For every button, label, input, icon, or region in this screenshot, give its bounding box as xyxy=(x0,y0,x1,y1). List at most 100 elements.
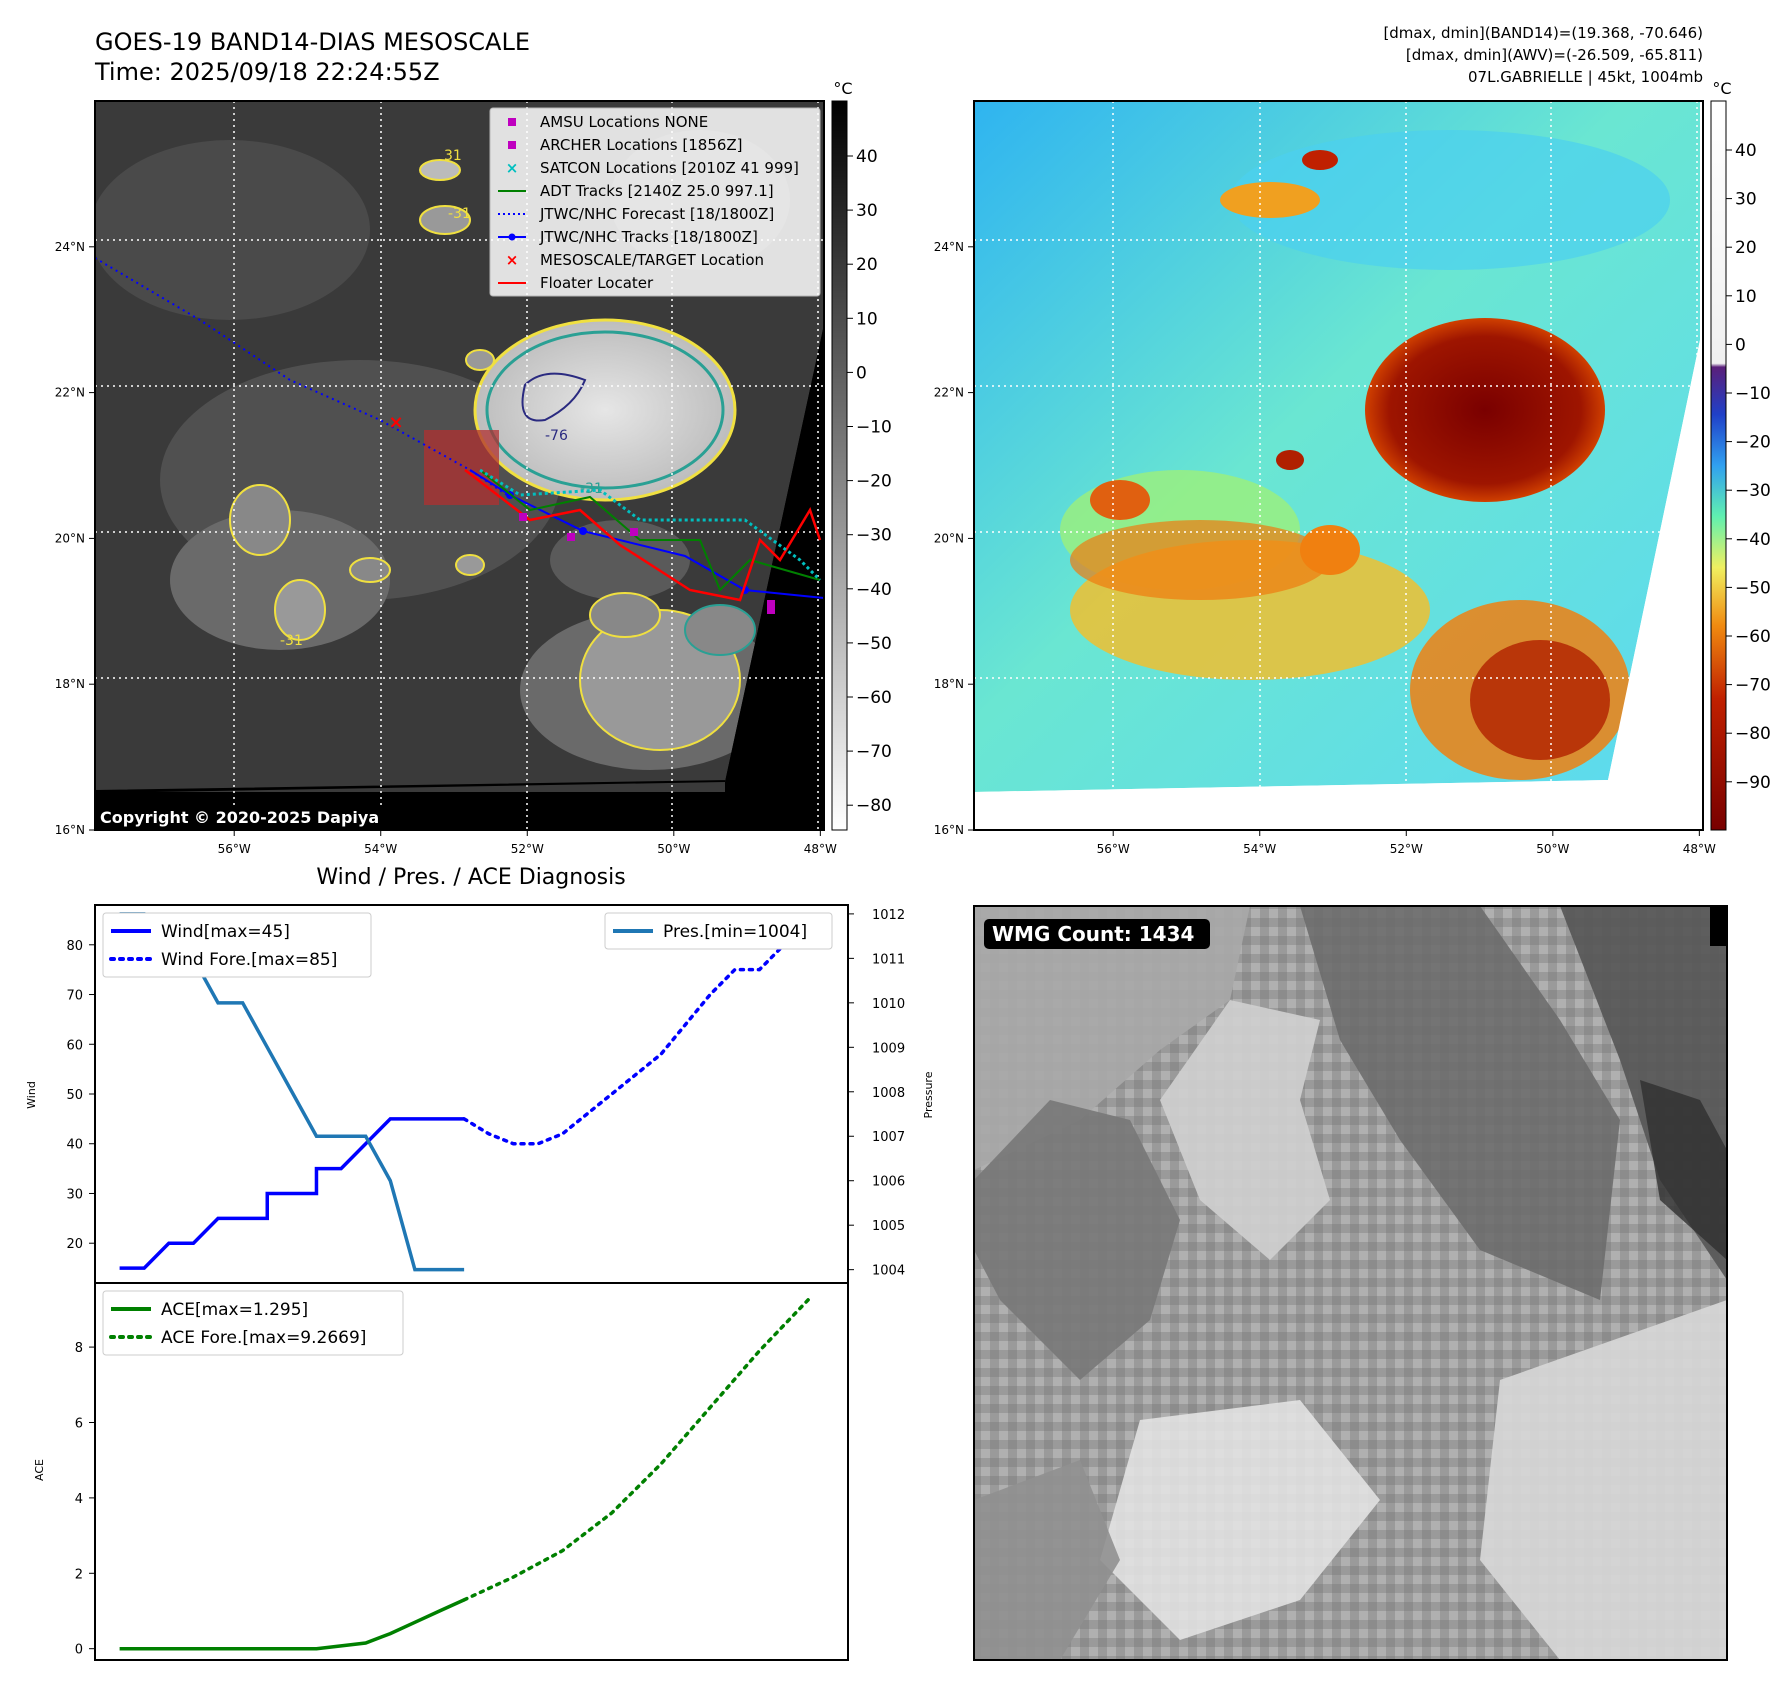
forecast-series-line xyxy=(462,1297,811,1602)
y-tick-label: 8 xyxy=(75,1341,83,1356)
satcon-locations xyxy=(479,468,822,582)
y-tick-label: 70 xyxy=(66,989,83,1004)
y-right-tick-label: 1009 xyxy=(872,1041,905,1056)
y-right-tick-label: 1008 xyxy=(872,1086,905,1101)
lon-tick-label: 56°W xyxy=(1097,842,1130,856)
jtwc-track-point xyxy=(579,527,587,535)
lat-tick-label: 16°N xyxy=(55,823,85,837)
right-colorbar: °C 40 30 20 10 0 −10 −20 −30 −40 −50 −60 −70 −80 −90 xyxy=(1710,79,1771,831)
left-colorbar-tick: −80 xyxy=(856,796,892,816)
right-map-imagery xyxy=(974,101,1703,830)
pressure-axis-label: Pressure xyxy=(922,1071,935,1118)
right-colorbar-tick: −70 xyxy=(1735,676,1771,696)
y-tick-label: 50 xyxy=(66,1088,83,1103)
lat-tick-label: 22°N xyxy=(934,386,964,400)
legend-marker: × xyxy=(506,159,519,177)
lon-tick-label: 50°W xyxy=(1536,842,1569,856)
right-map-gridlines xyxy=(974,101,1703,830)
lat-tick-label: 20°N xyxy=(934,531,964,545)
left-map-tracks: × xyxy=(95,257,824,614)
floater-locater-line xyxy=(464,469,822,602)
y-tick-label: 4 xyxy=(75,1492,83,1507)
y-right-tick-label: 1010 xyxy=(872,997,905,1012)
legend-entry-label: Wind[max=45] xyxy=(161,922,290,942)
y-tick-label: 30 xyxy=(66,1187,83,1202)
archer-location-marker xyxy=(567,533,575,541)
contour-label: 31 xyxy=(444,148,462,164)
left-colorbar-tick: −10 xyxy=(856,418,892,438)
map-axis-labels: 56°W 54°W 52°W 50°W 48°W 24°N 22°N 20°N 18°N 16°N… xyxy=(55,240,1716,856)
legend-entry-label: SATCON Locations [2010Z 41 999] xyxy=(540,159,799,177)
legend-entry-label: Pres.[min=1004] xyxy=(663,922,807,942)
legend-box xyxy=(604,912,833,950)
y-right-tick-label: 1004 xyxy=(872,1264,905,1279)
series-line xyxy=(119,1598,465,1651)
y-tick-label: 2 xyxy=(75,1567,83,1582)
y-tick-label: 20 xyxy=(66,1237,83,1252)
left-colorbar: °C 40 30 20 10 0 −10 −20 −30 −40 −50 −60 −70 −80 xyxy=(831,79,892,831)
legend-entry-label: JTWC/NHC Forecast [18/1800Z] xyxy=(539,205,774,223)
lon-tick-label: 54°W xyxy=(1243,842,1276,856)
right-colorbar-tick: −60 xyxy=(1735,627,1771,647)
y-right-tick-label: 1012 xyxy=(872,908,905,923)
y-right-tick-label: 1005 xyxy=(872,1219,905,1234)
right-colorbar-tick: −80 xyxy=(1735,724,1771,744)
figure-title: GOES-19 BAND14-DIAS MESOSCALE xyxy=(95,28,530,56)
right-colorbar-tick: 0 xyxy=(1735,335,1746,355)
lon-tick-label: 54°W xyxy=(364,842,397,856)
legend-marker xyxy=(508,141,516,149)
right-map-panel xyxy=(973,100,1704,831)
left-colorbar-tick: 0 xyxy=(856,363,867,383)
y-tick-label: 80 xyxy=(66,939,83,954)
left-colorbar-tick: −60 xyxy=(856,688,892,708)
y-tick-label: 40 xyxy=(66,1138,83,1153)
legend-entry-label: AMSU Locations NONE xyxy=(540,113,708,131)
series-line xyxy=(119,1117,465,1270)
lon-tick-label: 52°W xyxy=(1390,842,1423,856)
left-colorbar-tick: −30 xyxy=(856,526,892,546)
y-right-tick-label: 1006 xyxy=(872,1175,905,1190)
left-colorbar-tick: −20 xyxy=(856,472,892,492)
left-colorbar-tick: −70 xyxy=(856,742,892,762)
legend-entry-label: ACE Fore.[max=9.2669] xyxy=(161,1328,366,1348)
lon-tick-label: 48°W xyxy=(1683,842,1716,856)
lon-tick-label: 48°W xyxy=(804,842,837,856)
figure-time: Time: 2025/09/18 22:24:55Z xyxy=(94,58,440,86)
right-colorbar-tick: −90 xyxy=(1735,773,1771,793)
contour-label: -31 xyxy=(580,481,603,497)
wmg-count-text: WMG Count: 1434 xyxy=(992,922,1194,946)
contour-label: -76 xyxy=(545,428,568,444)
legend-entry-label: ACE[max=1.295] xyxy=(161,1300,308,1320)
lat-tick-label: 16°N xyxy=(934,823,964,837)
adt-track-line xyxy=(479,469,821,592)
right-colorbar-tick: −10 xyxy=(1735,384,1771,404)
right-colorbar-unit: °C xyxy=(1712,79,1731,98)
left-colorbar-unit: °C xyxy=(833,79,852,98)
legend-entry-label: MESOSCALE/TARGET Location xyxy=(540,251,764,269)
lat-tick-label: 24°N xyxy=(934,240,964,254)
left-map-panel: × 31 -31 -76 -31 -31 AMSU Locations NONE… xyxy=(94,100,825,831)
y-right-tick-label: 1007 xyxy=(872,1130,905,1145)
lat-tick-label: 18°N xyxy=(934,677,964,691)
left-colorbar-tick: 20 xyxy=(856,255,878,275)
legend-entry-label: JTWC/NHC Tracks [18/1800Z] xyxy=(539,228,758,246)
diagnosis-chart-title: Wind / Pres. / ACE Diagnosis xyxy=(316,865,625,890)
y-right-tick-label: 1011 xyxy=(872,952,905,967)
archer-location-marker xyxy=(767,600,775,614)
lat-tick-label: 24°N xyxy=(55,240,85,254)
lat-tick-label: 22°N xyxy=(55,386,85,400)
y-tick-label: 60 xyxy=(66,1038,83,1053)
right-colorbar-tick: −30 xyxy=(1735,481,1771,501)
legend-entry-label: Wind Fore.[max=85] xyxy=(161,950,337,970)
lon-tick-label: 52°W xyxy=(511,842,544,856)
archer-location-marker xyxy=(630,528,638,536)
legend-entry-label: Floater Locater xyxy=(540,274,654,292)
copyright-text: Copyright © 2020-2025 Dapiya xyxy=(100,808,379,827)
ace-axis-label: ACE xyxy=(33,1459,46,1481)
copyright-box: Copyright © 2020-2025 Dapiya xyxy=(95,805,413,829)
info-awv: [dmax, dmin](AWV)=(-26.509, -65.811) xyxy=(1406,46,1703,64)
right-colorbar-tick: 40 xyxy=(1735,141,1757,161)
jtwc-track-line xyxy=(469,469,824,599)
info-band14: [dmax, dmin](BAND14)=(19.368, -70.646) xyxy=(1383,24,1703,42)
lat-tick-label: 20°N xyxy=(55,531,85,545)
